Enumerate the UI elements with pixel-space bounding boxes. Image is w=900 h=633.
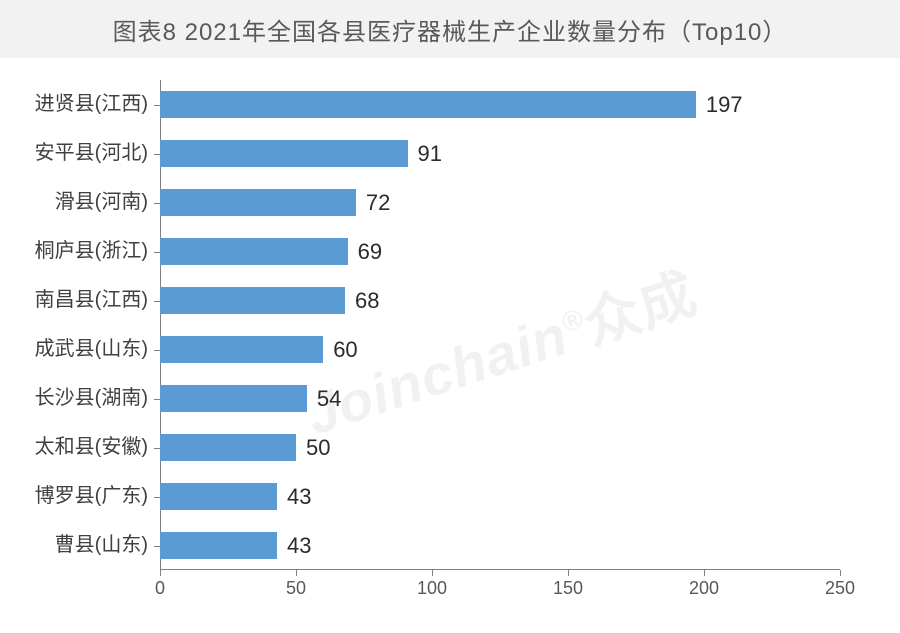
bar-row: 博罗县(广东)43 xyxy=(160,472,840,521)
x-tick-label: 0 xyxy=(155,570,165,599)
plot-area: Joinchain®众成 进贤县(江西)197安平县(河北)91滑县(河南)72… xyxy=(160,80,840,570)
category-label: 安平县(河北) xyxy=(0,129,160,178)
value-label: 69 xyxy=(348,239,382,265)
value-label: 43 xyxy=(277,484,311,510)
bar: 60 xyxy=(160,336,323,363)
bar: 91 xyxy=(160,140,408,167)
bar-row: 滑县(河南)72 xyxy=(160,178,840,227)
value-label: 91 xyxy=(408,141,442,167)
bar-row: 曹县(山东)43 xyxy=(160,521,840,570)
bar: 43 xyxy=(160,483,277,510)
bar: 69 xyxy=(160,238,348,265)
value-label: 54 xyxy=(307,386,341,412)
x-tick-label: 50 xyxy=(286,570,306,599)
bar-row: 进贤县(江西)197 xyxy=(160,80,840,129)
category-label: 进贤县(江西) xyxy=(0,80,160,129)
x-tick-label: 150 xyxy=(553,570,583,599)
category-label: 滑县(河南) xyxy=(0,178,160,227)
chart-container: 图表8 2021年全国各县医疗器械生产企业数量分布（Top10） Joincha… xyxy=(0,0,900,633)
bar-row: 南昌县(江西)68 xyxy=(160,276,840,325)
category-label: 桐庐县(浙江) xyxy=(0,227,160,276)
bar-row: 桐庐县(浙江)69 xyxy=(160,227,840,276)
bar: 50 xyxy=(160,434,296,461)
value-label: 60 xyxy=(323,337,357,363)
category-label: 博罗县(广东) xyxy=(0,472,160,521)
category-label: 曹县(山东) xyxy=(0,521,160,570)
value-label: 197 xyxy=(696,92,743,118)
bar: 43 xyxy=(160,532,277,559)
bar-row: 成武县(山东)60 xyxy=(160,325,840,374)
bar: 54 xyxy=(160,385,307,412)
bar-row: 太和县(安徽)50 xyxy=(160,423,840,472)
x-tick-label: 200 xyxy=(689,570,719,599)
value-label: 68 xyxy=(345,288,379,314)
category-label: 长沙县(湖南) xyxy=(0,374,160,423)
chart-title: 图表8 2021年全国各县医疗器械生产企业数量分布（Top10） xyxy=(0,0,900,58)
bar: 197 xyxy=(160,91,696,118)
category-label: 太和县(安徽) xyxy=(0,423,160,472)
value-label: 43 xyxy=(277,533,311,559)
value-label: 72 xyxy=(356,190,390,216)
x-tick-label: 250 xyxy=(825,570,855,599)
bar: 68 xyxy=(160,287,345,314)
x-tick-label: 100 xyxy=(417,570,447,599)
category-label: 成武县(山东) xyxy=(0,325,160,374)
bar: 72 xyxy=(160,189,356,216)
bar-row: 安平县(河北)91 xyxy=(160,129,840,178)
value-label: 50 xyxy=(296,435,330,461)
category-label: 南昌县(江西) xyxy=(0,276,160,325)
bar-row: 长沙县(湖南)54 xyxy=(160,374,840,423)
